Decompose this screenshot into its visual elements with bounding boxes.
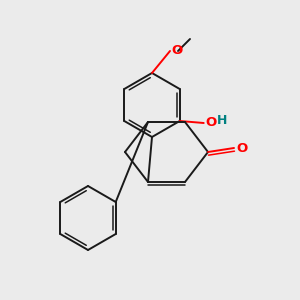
Text: O: O — [236, 142, 247, 154]
Text: O: O — [171, 44, 182, 58]
Text: O: O — [206, 116, 217, 130]
Text: H: H — [217, 113, 227, 127]
